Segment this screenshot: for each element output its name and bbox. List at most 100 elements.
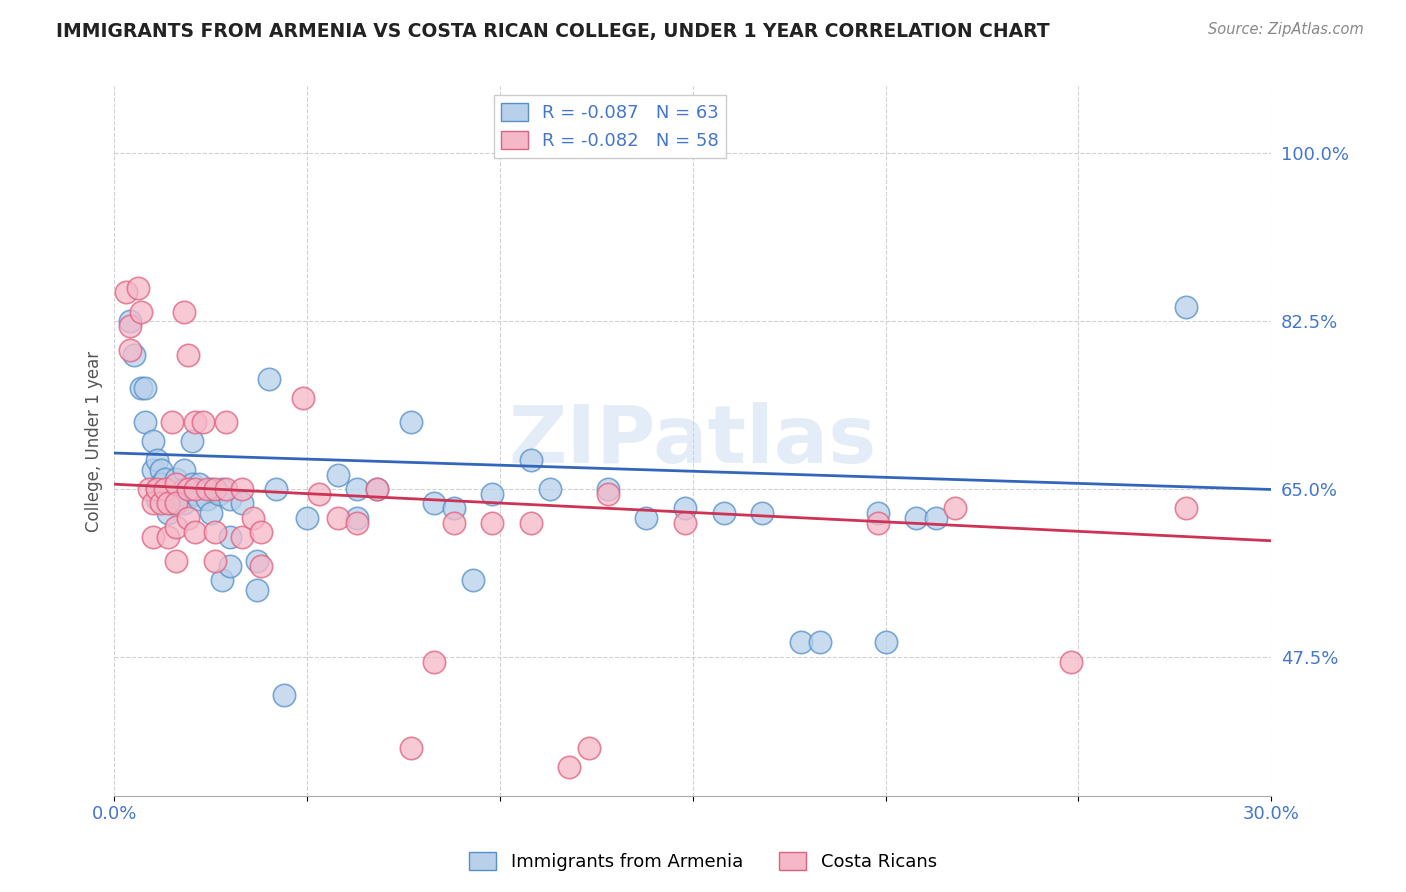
Point: [188, 477, 211, 491]
Point: [596, 487, 619, 501]
Point: [200, 482, 222, 496]
Point: [204, 554, 226, 568]
Point: [195, 491, 218, 506]
Point: [162, 482, 184, 496]
Point: [118, 314, 141, 328]
Point: [257, 372, 280, 386]
Point: [165, 477, 187, 491]
Point: [169, 487, 191, 501]
Point: [713, 506, 735, 520]
Point: [146, 491, 169, 506]
Legend: Immigrants from Armenia, Costa Ricans: Immigrants from Armenia, Costa Ricans: [463, 845, 943, 879]
Point: [443, 501, 465, 516]
Point: [250, 558, 273, 573]
Point: [273, 688, 295, 702]
Point: [366, 482, 388, 496]
Point: [162, 496, 184, 510]
Point: [905, 510, 928, 524]
Point: [443, 516, 465, 530]
Point: [122, 348, 145, 362]
Point: [134, 381, 156, 395]
Point: [215, 482, 238, 496]
Point: [153, 482, 176, 496]
Point: [423, 655, 446, 669]
Point: [1175, 501, 1198, 516]
Point: [295, 510, 318, 524]
Point: [219, 558, 242, 573]
Point: [157, 530, 180, 544]
Point: [346, 510, 368, 524]
Point: [180, 477, 202, 491]
Point: [219, 530, 242, 544]
Point: [751, 506, 773, 520]
Y-axis label: College, Under 1 year: College, Under 1 year: [86, 351, 103, 532]
Point: [204, 482, 226, 496]
Point: [219, 491, 242, 506]
Point: [191, 415, 214, 429]
Text: ZIPatlas: ZIPatlas: [509, 402, 877, 480]
Point: [146, 482, 169, 496]
Point: [173, 463, 195, 477]
Point: [157, 482, 180, 496]
Point: [401, 415, 423, 429]
Point: [481, 487, 503, 501]
Point: [326, 510, 349, 524]
Text: IMMIGRANTS FROM ARMENIA VS COSTA RICAN COLLEGE, UNDER 1 YEAR CORRELATION CHART: IMMIGRANTS FROM ARMENIA VS COSTA RICAN C…: [56, 22, 1050, 41]
Point: [808, 635, 831, 649]
Point: [165, 554, 187, 568]
Point: [520, 453, 543, 467]
Point: [149, 496, 172, 510]
Point: [157, 506, 180, 520]
Point: [149, 463, 172, 477]
Point: [184, 482, 207, 496]
Point: [184, 525, 207, 540]
Point: [231, 530, 253, 544]
Point: [204, 525, 226, 540]
Point: [215, 415, 238, 429]
Point: [176, 510, 198, 524]
Point: [242, 510, 264, 524]
Point: [866, 506, 889, 520]
Point: [423, 496, 446, 510]
Point: [173, 304, 195, 318]
Point: [184, 487, 207, 501]
Point: [118, 343, 141, 357]
Point: [538, 482, 561, 496]
Point: [326, 467, 349, 482]
Point: [149, 477, 172, 491]
Point: [578, 740, 600, 755]
Point: [1059, 655, 1081, 669]
Point: [461, 573, 484, 587]
Point: [200, 506, 222, 520]
Point: [231, 496, 253, 510]
Point: [246, 582, 269, 597]
Point: [142, 434, 165, 448]
Point: [520, 516, 543, 530]
Point: [308, 487, 330, 501]
Point: [118, 318, 141, 333]
Point: [636, 510, 658, 524]
Point: [231, 482, 253, 496]
Point: [558, 760, 581, 774]
Point: [138, 482, 160, 496]
Point: [131, 304, 153, 318]
Point: [153, 491, 176, 506]
Point: [875, 635, 897, 649]
Point: [366, 482, 388, 496]
Point: [142, 496, 165, 510]
Point: [250, 525, 273, 540]
Point: [292, 391, 315, 405]
Point: [195, 482, 218, 496]
Point: [180, 434, 202, 448]
Point: [481, 516, 503, 530]
Point: [146, 482, 169, 496]
Point: [673, 501, 696, 516]
Point: [165, 472, 187, 486]
Point: [165, 496, 187, 510]
Point: [146, 453, 169, 467]
Point: [346, 516, 368, 530]
Point: [866, 516, 889, 530]
Point: [176, 348, 198, 362]
Point: [211, 573, 233, 587]
Point: [789, 635, 811, 649]
